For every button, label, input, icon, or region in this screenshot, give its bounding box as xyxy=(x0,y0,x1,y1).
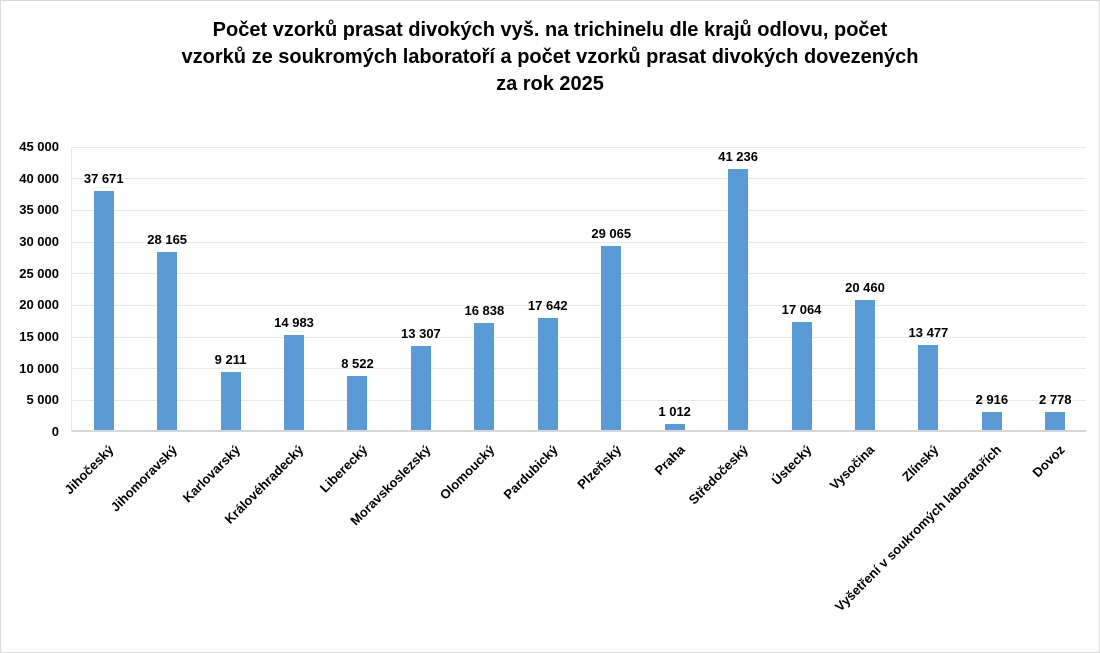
bar xyxy=(918,344,939,430)
bar-value-label: 13 307 xyxy=(401,325,441,341)
bar xyxy=(347,376,368,430)
y-tick-label: 35 000 xyxy=(19,202,59,218)
bar-value-label: 17 642 xyxy=(527,298,568,314)
gridline xyxy=(72,368,1086,370)
chart-title: Počet vzorků prasat divokých vyš. na tri… xyxy=(1,17,1099,98)
chart-title-line-2: vzorků ze soukromých laboratoří a počet … xyxy=(181,46,919,68)
y-axis: 0 5 000 10 000 15 000 20 000 25 000 30 000 35 0… xyxy=(1,139,59,439)
bar-value-label: 8 522 xyxy=(341,356,374,372)
y-tick-label: 15 000 xyxy=(19,329,59,344)
bar xyxy=(410,345,431,430)
bar-value-label: 9 211 xyxy=(214,351,247,367)
gridline xyxy=(72,241,1086,243)
chart-title-line-3: za rok 2025 xyxy=(496,73,604,95)
bar xyxy=(537,318,558,430)
bar xyxy=(1045,412,1066,430)
gridline xyxy=(72,178,1086,180)
y-tick-label: 5 000 xyxy=(26,392,59,408)
y-tick-label: 25 000 xyxy=(19,265,59,281)
bar-value-label: 13 477 xyxy=(908,324,949,340)
y-tick-label: 0 xyxy=(51,424,59,439)
bar xyxy=(854,300,875,430)
bar xyxy=(93,191,114,430)
bar-value-label: 17 064 xyxy=(781,301,822,317)
gridline xyxy=(72,209,1086,211)
bar-value-label: 2 778 xyxy=(1039,392,1072,408)
gridline xyxy=(72,273,1086,275)
gridline xyxy=(72,399,1086,401)
gridline xyxy=(72,146,1086,148)
y-tick-label: 40 000 xyxy=(19,170,59,186)
chart-title-line-1: Počet vzorků prasat divokých vyš. na tri… xyxy=(212,19,888,41)
bar xyxy=(284,335,305,430)
bar-value-label: 28 165 xyxy=(147,231,188,247)
gridline xyxy=(72,336,1086,338)
bar xyxy=(981,411,1002,430)
bar xyxy=(474,323,495,430)
plot-area: 37 671 28 165 9 211 14 983 8 522 13 307 16 838… xyxy=(71,146,1086,432)
bar-value-label: 41 236 xyxy=(718,148,758,164)
gridline xyxy=(72,304,1086,306)
bar-value-label: 14 983 xyxy=(274,315,314,331)
bar-value-label: 20 460 xyxy=(845,280,885,296)
bar xyxy=(157,251,178,430)
bar-value-label: 16 838 xyxy=(464,303,505,319)
bar xyxy=(220,371,241,430)
bar-value-label: 1 012 xyxy=(658,403,691,419)
bar xyxy=(664,423,685,430)
y-tick-label: 30 000 xyxy=(19,234,59,249)
y-tick-label: 20 000 xyxy=(19,297,59,313)
bar-value-label: 29 065 xyxy=(591,225,632,241)
bar xyxy=(601,245,622,430)
bar-value-label: 37 671 xyxy=(83,171,124,187)
y-tick-label: 10 000 xyxy=(19,360,59,376)
bar-value-label: 2 916 xyxy=(975,391,1009,407)
y-tick-label: 45 000 xyxy=(19,139,59,154)
bar xyxy=(728,168,749,430)
bar xyxy=(791,321,812,430)
